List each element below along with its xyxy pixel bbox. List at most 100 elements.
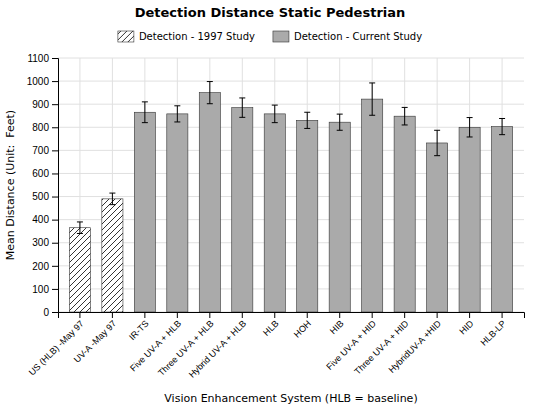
tick-label: 900 xyxy=(32,99,49,110)
grid-line xyxy=(58,219,524,220)
error-bar xyxy=(109,193,115,205)
bar xyxy=(69,228,90,312)
tick-mark xyxy=(52,220,58,221)
tick-label: HybridUV-A +HID xyxy=(387,318,444,375)
tick: 500 xyxy=(32,191,58,202)
y-axis-title: Mean Distance (Unit: Feet) xyxy=(4,110,17,260)
bar xyxy=(167,114,188,312)
legend-item: Detection - 1997 Study xyxy=(118,31,255,42)
tick: 1000 xyxy=(27,76,58,87)
error-bar xyxy=(207,82,213,104)
tick: HID xyxy=(457,312,475,336)
tick-mark xyxy=(52,312,58,313)
bar xyxy=(394,116,415,312)
bar xyxy=(329,122,350,312)
tick: Three UV-A + HID xyxy=(352,312,411,377)
legend: Detection - 1997 Study Detection - Curren… xyxy=(118,31,422,42)
tick: IR-TS xyxy=(127,312,151,342)
y-axis: 010020030040050060070080090010001100 xyxy=(27,53,59,318)
bar xyxy=(264,114,285,312)
tick: UV-A -May 97 xyxy=(72,312,118,365)
tick-mark xyxy=(52,243,58,244)
bar xyxy=(102,199,123,312)
marks xyxy=(69,82,512,312)
error-bar xyxy=(369,83,375,115)
grid xyxy=(58,58,524,312)
error-bar xyxy=(239,98,245,117)
tick-mark xyxy=(502,312,503,318)
tick-mark xyxy=(52,127,58,128)
tick-label: HID xyxy=(457,318,475,336)
tick-mark xyxy=(144,312,145,318)
title: Detection Distance Static Pedestrian xyxy=(135,5,406,20)
tick-mark xyxy=(339,312,340,318)
chart: 010020030040050060070080090010001100US (… xyxy=(0,0,540,412)
bar xyxy=(362,99,383,312)
tick-mark xyxy=(469,312,470,318)
axis-line xyxy=(59,313,525,319)
tick: 100 xyxy=(32,284,58,295)
bar xyxy=(232,108,253,312)
tick-mark xyxy=(52,104,58,105)
error-bar xyxy=(142,102,148,123)
tick: Hybrid UV-A + HLB xyxy=(187,312,248,380)
tick-mark xyxy=(209,312,210,318)
x-axis-title: Vision Enhancement System (HLB = baselin… xyxy=(164,392,417,405)
error-bar xyxy=(337,114,343,130)
tick-mark xyxy=(404,312,405,318)
tick-mark xyxy=(52,173,58,174)
bar xyxy=(199,93,220,312)
tick-label: HOH xyxy=(292,318,313,339)
bar xyxy=(459,127,480,312)
error-bar xyxy=(272,105,278,123)
legend-swatch xyxy=(273,31,289,42)
tick: HLB xyxy=(261,312,280,338)
error-bar xyxy=(499,118,505,134)
bar xyxy=(492,127,513,312)
tick: HIB xyxy=(328,312,346,336)
grid-line xyxy=(58,127,524,128)
tick: HLB-LP xyxy=(479,312,508,348)
tick-label: HLB-LP xyxy=(479,318,508,347)
tick-mark xyxy=(307,312,308,318)
tick-mark xyxy=(52,81,58,82)
tick-mark xyxy=(242,312,243,318)
tick-mark xyxy=(177,312,178,318)
tick: 200 xyxy=(32,261,58,272)
tick-label: US (HLB) -May 97 xyxy=(27,318,86,377)
tick-mark xyxy=(52,58,58,59)
plot: 010020030040050060070080090010001100US (… xyxy=(27,53,525,380)
bar xyxy=(134,112,155,312)
grid-line xyxy=(58,81,524,82)
tick-mark xyxy=(79,312,80,318)
tick-label: 400 xyxy=(32,214,49,225)
tick-mark xyxy=(52,266,58,267)
tick: 0 xyxy=(43,307,58,318)
grid-line xyxy=(58,104,524,105)
tick-mark xyxy=(372,312,373,318)
grid-line xyxy=(58,288,524,289)
tick-label: 500 xyxy=(32,191,49,202)
tick-label: IR-TS xyxy=(127,318,151,342)
legend-label: Detection - 1997 Study xyxy=(139,31,255,42)
tick-mark xyxy=(112,312,113,318)
error-bar xyxy=(434,130,440,155)
tick-label: 100 xyxy=(32,284,49,295)
tick-label: 200 xyxy=(32,261,49,272)
x-axis: US (HLB) -May 97UV-A -May 97IR-TSFive UV… xyxy=(27,312,525,380)
axis-line xyxy=(52,59,59,313)
grid-line xyxy=(58,265,524,266)
error-bar xyxy=(77,222,83,234)
tick: 700 xyxy=(32,145,58,156)
tick-mark xyxy=(274,312,275,318)
tick-label: 700 xyxy=(32,145,49,156)
tick-label: HIB xyxy=(328,318,346,336)
tick: 400 xyxy=(32,214,58,225)
tick-label: 1100 xyxy=(27,53,49,64)
error-bar xyxy=(467,118,473,137)
tick-label: Three UV-A + HLB xyxy=(156,318,216,378)
tick: 900 xyxy=(32,99,58,110)
legend-label: Detection - Current Study xyxy=(294,31,422,42)
grid-line xyxy=(58,150,524,151)
tick-label: 300 xyxy=(32,237,49,248)
